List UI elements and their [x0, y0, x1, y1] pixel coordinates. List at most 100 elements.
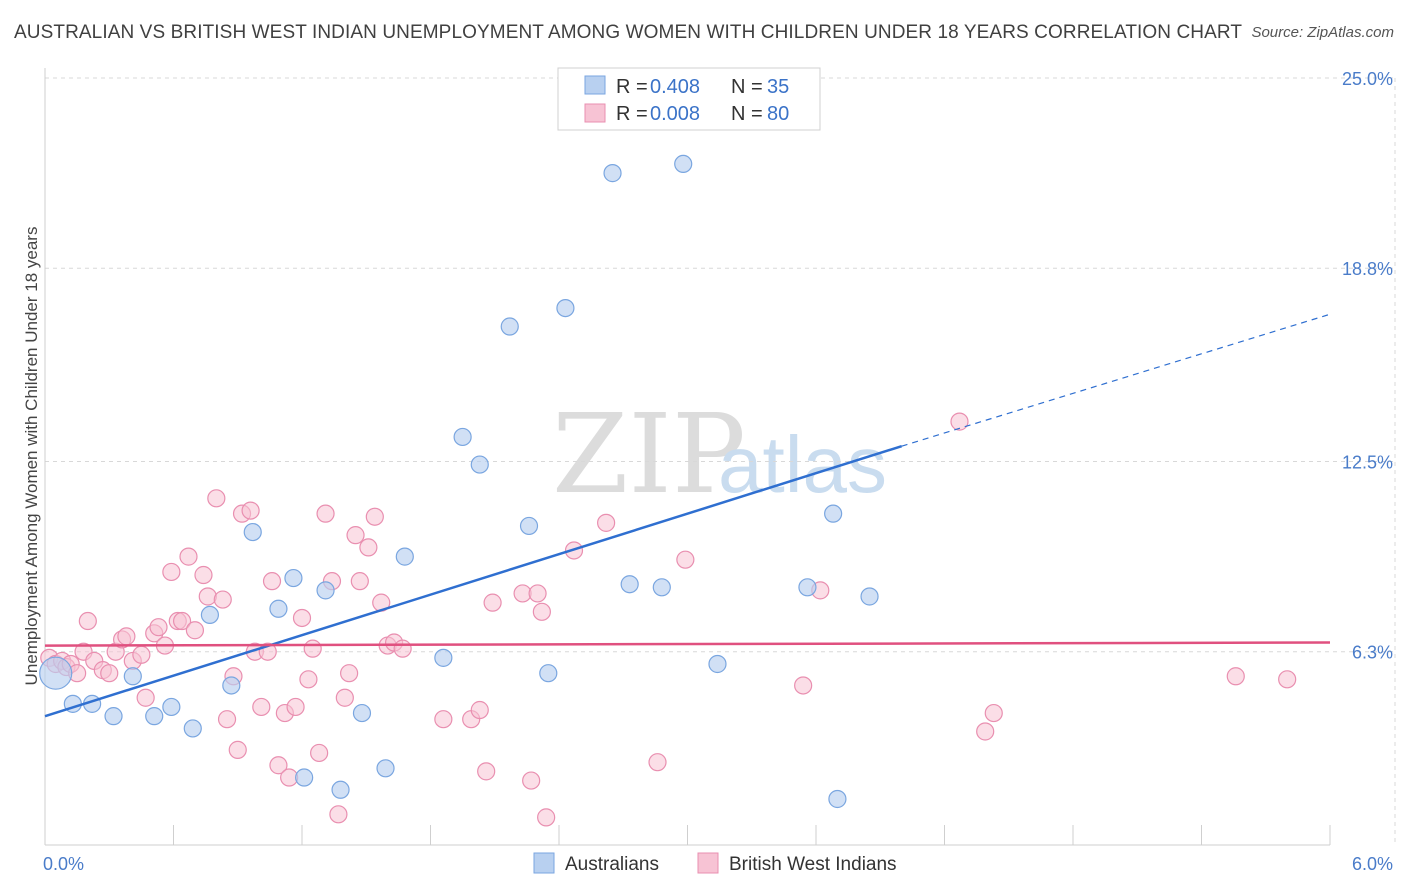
bwi-point-31 [228, 740, 247, 759]
bwi-point-10 [100, 664, 119, 683]
legend: R = 0.408 N = 35 R = 0.008 N = 80 [557, 67, 821, 131]
bwi-point-13 [117, 627, 136, 646]
bwi-point-75 [950, 412, 969, 431]
australians-point-7 [183, 719, 202, 738]
australians-point-25 [556, 299, 575, 318]
y-tick-label-0: 6.3% [1352, 643, 1393, 663]
watermark-zip: ZIP [552, 390, 746, 518]
australians-point-15 [331, 780, 350, 799]
bwi-point-26 [198, 587, 217, 606]
bwi-point-59 [434, 710, 453, 729]
australians-point-8 [200, 605, 220, 625]
australians-trend-extension [901, 313, 1331, 447]
legend-r-value-1: 0.408 [650, 76, 700, 98]
bwi-point-77 [984, 703, 1003, 723]
bwi-point-18 [149, 618, 168, 637]
bwi-point-25 [194, 565, 213, 585]
australians-point-16 [352, 703, 372, 723]
australians-point-18 [395, 547, 414, 566]
trend-lines [44, 313, 1331, 718]
australians-point-13 [295, 768, 314, 787]
australians-point-29 [674, 154, 693, 174]
bwi-point-16 [136, 688, 155, 707]
bwi-point-62 [477, 762, 496, 781]
australians-point-34 [860, 587, 879, 606]
australians-point-12 [284, 568, 303, 588]
australians-point-11 [269, 599, 288, 618]
bwi-trend-line [44, 641, 1331, 647]
bwi-point-58 [393, 639, 412, 658]
bwi-point-29 [217, 710, 237, 729]
australians-point-32 [824, 504, 843, 523]
bwi-point-51 [346, 526, 365, 545]
bwi-point-67 [532, 602, 551, 621]
legend-r-label-2: R = [616, 103, 648, 125]
australians-point-21 [470, 455, 489, 474]
australians-point-6 [162, 697, 181, 717]
bwi-point-28 [213, 590, 232, 609]
bwi-point-44 [303, 639, 322, 658]
y-tick-label-2: 18.8% [1342, 259, 1393, 279]
bwi-point-37 [262, 572, 282, 591]
bwi-point-35 [252, 697, 271, 717]
bwi-point-73 [794, 676, 813, 695]
australians-point-17 [376, 759, 395, 778]
y-tick-labels: 6.3% 12.5% 18.8% 25.0% [1342, 69, 1393, 663]
legend-swatch-australians [584, 75, 606, 95]
australians-point-0 [39, 656, 73, 690]
bwi-point-27 [207, 489, 226, 508]
y-tick-label-1: 12.5% [1342, 453, 1393, 473]
bwi-point-70 [597, 513, 616, 532]
legend-swatch-bwi [584, 103, 606, 123]
australians-point-30 [708, 654, 727, 674]
australians-point-5 [145, 707, 164, 726]
legend-n-label-1: N = [731, 76, 763, 98]
bwi-point-71 [648, 753, 667, 772]
australians-point-31 [798, 578, 817, 597]
legend-n-label-2: N = [731, 103, 763, 125]
australians-point-28 [652, 578, 671, 597]
bwi-point-76 [976, 722, 995, 741]
bwi-point-52 [350, 572, 369, 591]
chart-title: AUSTRALIAN VS BRITISH WEST INDIAN UNEMPL… [14, 22, 1243, 43]
australians-point-4 [123, 667, 142, 686]
bwi-point-66 [528, 584, 547, 603]
australians-point-9 [222, 676, 241, 695]
australians-point-23 [519, 516, 539, 536]
australians-point-27 [620, 575, 639, 594]
bottom-legend-swatch-bwi [697, 852, 719, 874]
bottom-legend-label-bwi: British West Indians [729, 854, 897, 875]
bwi-point-46 [316, 504, 335, 523]
australians-point-20 [453, 427, 472, 447]
chart-source: Source: ZipAtlas.com [1251, 24, 1394, 41]
y-axis-label: Unemployment Among Women with Children U… [22, 227, 41, 686]
series-british-west-indians [40, 412, 1297, 827]
bottom-legend-label-australians: Australians [565, 854, 659, 875]
bwi-point-38 [269, 756, 288, 775]
bwi-point-20 [162, 562, 181, 582]
bwi-point-15 [132, 645, 151, 664]
legend-n-value-2: 80 [767, 103, 789, 125]
bwi-point-78 [1226, 667, 1245, 686]
legend-n-value-1: 35 [767, 76, 789, 98]
bwi-point-24 [185, 621, 205, 640]
x-tick-labels: 0.0% 6.0% [43, 854, 1393, 874]
australians-point-3 [104, 707, 123, 726]
x-tick-label-0: 0.0% [43, 854, 84, 874]
bwi-point-61 [470, 700, 489, 720]
australians-point-22 [500, 317, 519, 336]
bwi-point-49 [335, 688, 354, 707]
bwi-point-43 [299, 670, 318, 689]
australians-point-14 [316, 581, 335, 600]
legend-r-value-2: 0.008 [650, 103, 700, 125]
bottom-legend-swatch-australians [533, 852, 555, 874]
x-tick-label-1: 6.0% [1352, 854, 1393, 874]
australians-point-19 [434, 648, 453, 667]
australians-point-24 [539, 664, 558, 683]
bwi-point-53 [359, 538, 378, 557]
bwi-point-63 [483, 593, 502, 612]
bwi-point-41 [286, 697, 305, 717]
bwi-point-72 [676, 550, 695, 569]
bwi-point-33 [241, 501, 260, 520]
